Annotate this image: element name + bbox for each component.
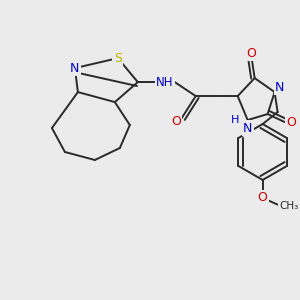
Text: N: N <box>243 122 252 134</box>
Text: O: O <box>171 115 181 128</box>
Text: N: N <box>70 61 80 75</box>
Text: NH: NH <box>156 76 173 88</box>
Text: S: S <box>114 52 122 64</box>
Text: H: H <box>230 115 239 125</box>
Text: CH₃: CH₃ <box>279 201 298 211</box>
Text: N: N <box>275 81 284 94</box>
Text: O: O <box>287 116 296 128</box>
Text: O: O <box>258 191 268 204</box>
Text: O: O <box>247 46 256 60</box>
